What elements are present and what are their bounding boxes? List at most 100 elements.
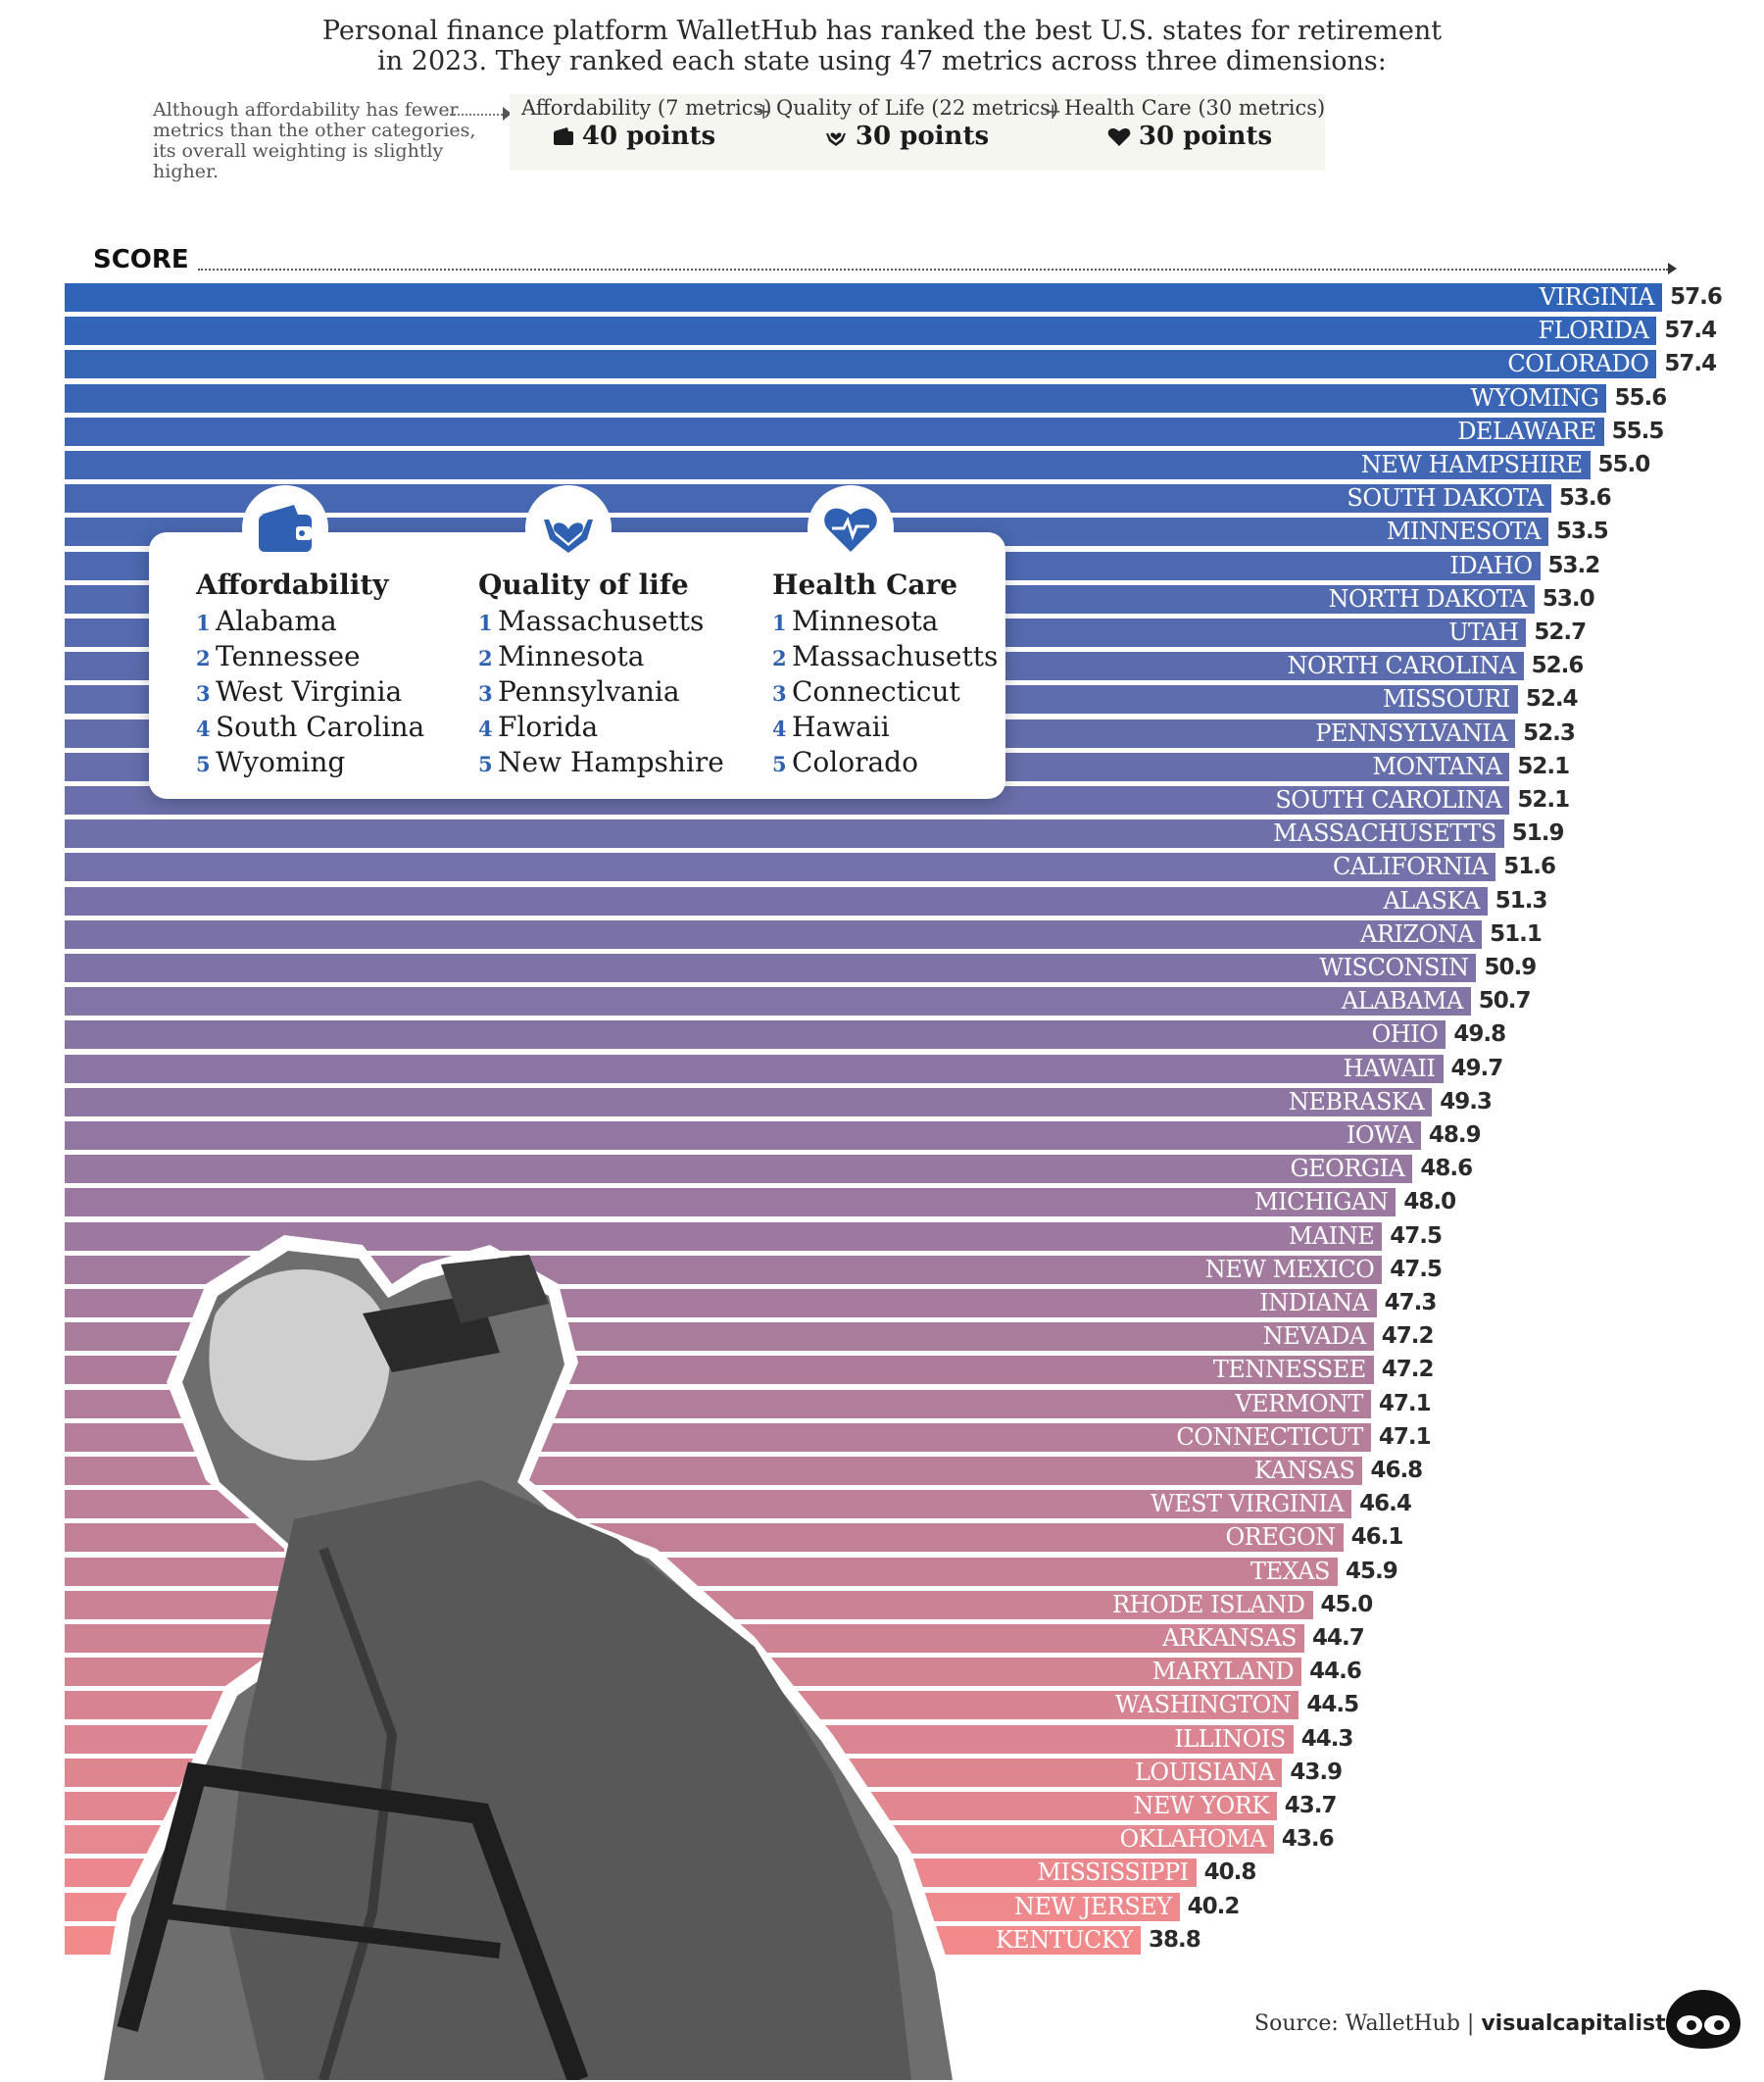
list-item: 1 Minnesota [772,605,939,637]
bar-label: NEVADA [1262,1322,1367,1351]
dimension-affordability-points: 40 points [581,122,716,151]
bar-value-label: 44.6 [1309,1659,1362,1685]
bar-label: MICHIGAN [1254,1188,1389,1216]
bar-value-label: 44.7 [1312,1625,1365,1651]
quality-of-life-badge [525,485,612,571]
bar-label: MINNESOTA [1386,518,1542,546]
list-item: 3 Connecticut [772,675,960,708]
bar-label: PENNSYLVANIA [1315,719,1508,747]
bar-value-label: 53.2 [1547,552,1601,578]
dimensions-panel: Affordability (7 metrics) 40 points + Qu… [510,94,1325,171]
weighting-note: Although affordability has fewer metrics… [153,100,491,182]
bar-value-label: 47.1 [1378,1423,1432,1450]
bar-texas [65,1557,1338,1586]
bar-label: NEW YORK [1133,1792,1269,1819]
list-item: 2 Minnesota [478,640,645,672]
dimension-quality-of-life: Quality of Life (22 metrics) 30 points [776,94,1058,151]
bar-value-label: 47.2 [1381,1357,1435,1383]
bar-value-label: 47.2 [1381,1323,1435,1350]
list-item: 4 Hawaii [772,711,890,743]
bar-colorado [65,350,1657,379]
bar-delaware [65,417,1604,446]
heart-icon [1107,127,1131,146]
dimension-health-care-points: 30 points [1138,122,1273,151]
list-item: 4 South Carolina [196,711,425,743]
wallet-icon [553,127,573,145]
bar-value-label: 53.5 [1556,519,1609,545]
bar-value-label: 52.6 [1531,653,1585,679]
bar-value-label: 46.1 [1350,1524,1404,1551]
bar-ohio [65,1020,1446,1050]
list-item: 2 Massachusetts [772,640,999,672]
intro-text: Personal finance platform WalletHub has … [294,16,1470,76]
bar-label: NEW MEXICO [1204,1255,1375,1283]
score-axis-label: SCORE [93,245,189,274]
bar-label: KANSAS [1253,1457,1355,1484]
dimension-affordability-name: Affordability (7 metrics) [521,96,772,120]
bar-label: MAINE [1288,1221,1375,1250]
bar-value-label: 52.3 [1523,719,1576,746]
bar-value-label: 49.3 [1440,1088,1493,1115]
weighting-note-line-2: metrics than the other categories, [153,120,476,141]
affordability-title: Affordability [196,569,389,601]
list-item: 3 Pennsylvania [478,675,680,708]
bar-wisconsin [65,954,1477,982]
bar-value-label: 46.4 [1359,1491,1412,1517]
list-item: 1 Massachusetts [478,605,705,637]
bar-alabama [65,987,1471,1016]
bar-label: UTAH [1448,619,1519,646]
bar-label: WYOMING [1470,383,1599,412]
bar-label: SOUTH DAKOTA [1347,484,1544,513]
bar-value-label: 52.4 [1525,686,1579,713]
bar-virginia [65,283,1663,312]
bar-value-label: 51.3 [1494,887,1548,914]
health-care-badge [808,485,894,571]
bar-michigan [65,1188,1396,1217]
bar-value-label: 48.9 [1428,1122,1482,1148]
bar-label: KENTUCKY [995,1925,1134,1954]
list-item: 5 Wyoming [196,746,346,778]
bar-value-label: 38.8 [1149,1926,1201,1953]
note-pointer-line [446,114,507,116]
dimension-health-care: Health Care (30 metrics) 30 points [1064,94,1326,151]
bar-value-label: 40.8 [1203,1859,1257,1886]
bar-label: VERMONT [1235,1389,1363,1417]
bar-value-label: 51.9 [1511,820,1565,847]
bar-label: ARKANSAS [1162,1624,1297,1652]
bar-value-label: 40.2 [1187,1893,1241,1919]
bar-value-label: 43.6 [1281,1826,1335,1853]
intro-line-2: in 2023. They ranked each state using 47… [377,46,1387,76]
visual-capitalist-logo-icon [1666,1990,1740,2049]
dimension-health-care-name: Health Care (30 metrics) [1064,96,1326,120]
bar-label: TENNESSEE [1212,1356,1367,1384]
bar-value-label: 43.7 [1284,1793,1338,1818]
bar-label: WEST VIRGINIA [1150,1490,1345,1518]
bar-value-label: 53.0 [1542,585,1595,612]
bar-label: SOUTH CAROLINA [1275,786,1502,814]
bar-label: OKLAHOMA [1119,1825,1266,1854]
dimension-affordability: Affordability (7 metrics) 40 points [521,94,772,151]
list-item: 1 Alabama [196,605,337,637]
heartbeat-icon [824,508,877,552]
bar-value-label: 57.4 [1664,318,1717,344]
bar-value-label: 44.5 [1306,1692,1359,1718]
bar-label: MONTANA [1372,752,1502,780]
hands-heart-icon [825,132,846,146]
score-axis-line [198,269,1668,271]
health-care-title: Health Care [772,569,958,601]
bar-label: ALABAMA [1341,987,1463,1016]
bar-value-label: 47.1 [1378,1390,1432,1416]
bar-value-label: 47.3 [1384,1290,1438,1315]
bar-label: MARYLAND [1152,1658,1295,1686]
bar-value-label: 50.9 [1484,955,1537,980]
bar-label: IOWA [1346,1121,1413,1149]
list-item: 5 New Hampshire [478,746,724,778]
bar-label: CONNECTICUT [1176,1422,1363,1451]
category-leaders-card: Affordability 1 Alabama 2 Tennessee 3 West … [149,485,1005,799]
bar-wyoming [65,383,1607,413]
bar-label: LOUISIANA [1134,1758,1275,1786]
bar-label: NEW JERSEY [1013,1892,1172,1920]
quality-of-life-title: Quality of life [478,569,689,601]
bar-iowa [65,1121,1421,1150]
